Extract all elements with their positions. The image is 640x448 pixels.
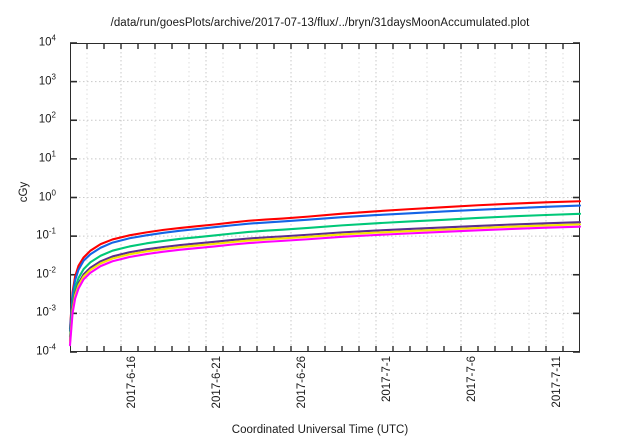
y-tick-label: 103 <box>38 72 56 87</box>
y-tick-label: 100 <box>38 187 56 203</box>
x-tick-label: 2017-7-11 <box>551 356 563 408</box>
x-tick-label: 2017-6-21 <box>211 356 223 409</box>
x-tick-label: 2017-7-6 <box>466 356 478 403</box>
x-tick-label: 2017-6-16 <box>126 356 138 409</box>
y-tick-label: 10-1 <box>36 226 56 242</box>
y-tick-label: 10-2 <box>36 265 56 280</box>
x-axis-label: Coordinated Universal Time (UTC) <box>231 424 409 436</box>
page-title: /data/run/goesPlots/archive/2017-07-13/f… <box>110 17 530 29</box>
y-tick-label: 104 <box>38 33 56 49</box>
plot-axes-frame <box>70 43 580 352</box>
y-axis-label: cGy <box>18 181 30 203</box>
y-tick-label: 10-4 <box>36 342 56 358</box>
y-tick-label: 101 <box>38 149 56 165</box>
y-tick-label: 10-3 <box>36 303 56 319</box>
y-tick-label: 102 <box>38 110 56 126</box>
x-tick-label: 2017-7-1 <box>381 356 393 403</box>
x-tick-label: 2017-6-26 <box>296 356 308 409</box>
